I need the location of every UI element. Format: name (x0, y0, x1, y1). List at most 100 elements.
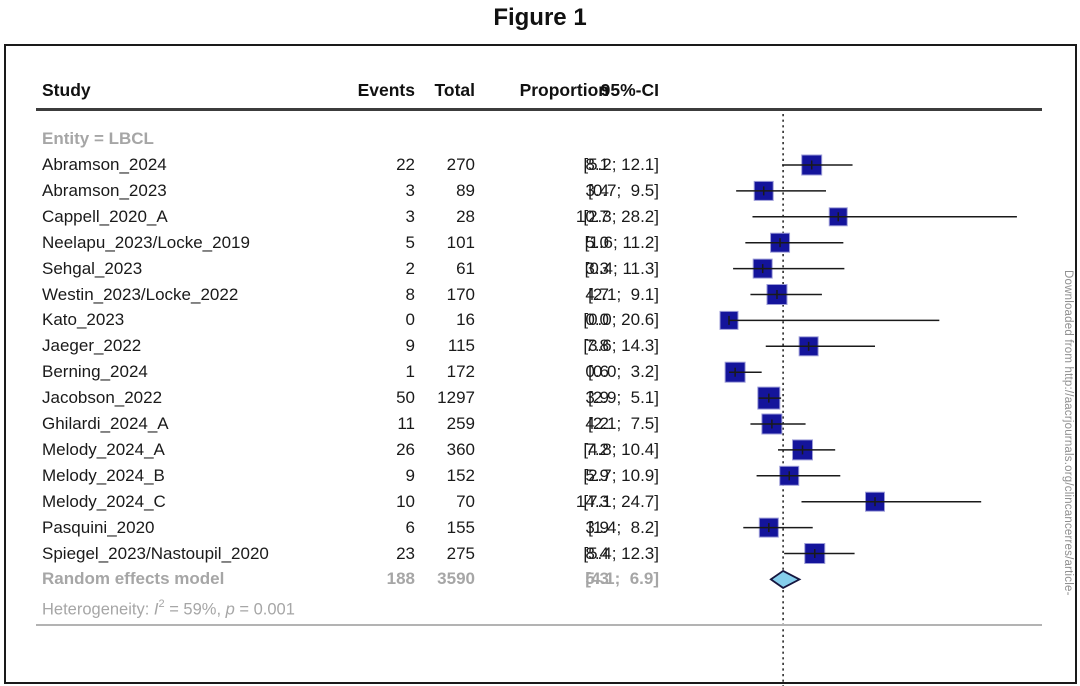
ci-value: [2.7; 10.9] (583, 465, 659, 485)
events-value: 8 (405, 284, 415, 304)
study-row: Westin_2023/Locke_2022 8 170 4.7 [2.1; 9.1] (6, 283, 1075, 307)
ci-value: [5.2; 12.1] (583, 155, 659, 174)
proportion-value: 5.3 (585, 569, 609, 589)
proportion-value: 7.2 (585, 439, 609, 459)
events-value: 0 (405, 310, 415, 330)
total-value: 259 (446, 414, 475, 433)
total-value: 28 (456, 206, 475, 226)
total-value: 275 (446, 543, 475, 563)
total-value: 61 (456, 258, 475, 278)
study-name: Melody_2024_B (42, 465, 165, 485)
total-value: 3590 (437, 569, 475, 589)
heterogeneity-note: Heterogeneity: I2 = 59%, p = 0.001 (42, 593, 295, 619)
proportion-value: 0.6 (585, 362, 609, 382)
het-i-symbol: I (153, 600, 159, 619)
ci-value: [7.1; 24.7] (583, 491, 659, 511)
total-value: 1297 (437, 388, 475, 408)
study-row: Cappell_2020_A 3 28 10.7 [2.3; 28.2] (6, 205, 1075, 229)
forest-marker (784, 543, 855, 564)
events-value: 11 (397, 414, 415, 433)
summary-diamond (769, 569, 802, 589)
proportion-value: 3.9 (585, 517, 609, 537)
events-value: 5 (405, 232, 415, 252)
forest-marker (724, 361, 762, 383)
events-value: 9 (405, 465, 415, 485)
forest-marker (801, 491, 982, 512)
forest-marker (743, 517, 813, 538)
study-row: Ghilardi_2024_A 11 259 4.2 [2.1; 7.5] (6, 412, 1075, 436)
ci-value: [2.1; 9.1] (588, 284, 659, 304)
bottom-divider-rule (36, 624, 1042, 626)
het-p-value: = 0.001 (234, 600, 295, 619)
ci-value: [3.6; 14.3] (583, 336, 659, 356)
ci-value: [0.7; 9.5] (588, 180, 659, 200)
total-value: 101 (446, 232, 475, 252)
study-row: Neelapu_2023/Locke_2019 5 101 5.0 [1.6; 11.2… (6, 231, 1075, 255)
proportion-value: 8.1 (585, 155, 609, 174)
forest-marker (752, 207, 1017, 227)
events-value: 50 (396, 388, 415, 408)
forest-marker (765, 336, 876, 357)
study-row: Jaeger_2022 9 115 7.8 [3.6; 14.3] (6, 334, 1075, 358)
events-value: 26 (396, 439, 415, 459)
study-name: Spiegel_2023/Nastoupil_2020 (42, 543, 269, 563)
ci-value: [4.1; 6.9] (585, 569, 659, 589)
forest-marker (750, 413, 806, 435)
forest-marker (756, 465, 841, 486)
ci-value: [1.4; 8.2] (588, 517, 659, 537)
ci-value: [2.3; 28.2] (583, 206, 659, 226)
column-header-total: Total (434, 80, 475, 100)
column-header-ci: 95%-CI (600, 80, 659, 100)
proportion-value: 4.2 (585, 414, 609, 433)
study-row: Abramson_2024 22 270 8.1 [5.2; 12.1] (6, 153, 1075, 177)
study-name: Abramson_2023 (42, 180, 167, 200)
ci-value: [0.0; 20.6] (583, 310, 659, 330)
subgroup-label: Entity = LBCL (42, 129, 154, 148)
forest-plot-panel: Study Events Total Proportion 95%-CI Ent… (4, 44, 1077, 686)
ci-value: [5.4; 12.3] (583, 543, 659, 563)
study-name: Abramson_2024 (42, 155, 167, 174)
events-value: 22 (396, 155, 415, 174)
forest-marker (782, 154, 853, 176)
column-header-study: Study (42, 80, 91, 100)
study-row: Berning_2024 1 172 0.6 [0.0; 3.2] (6, 360, 1075, 384)
study-name: Cappell_2020_A (42, 206, 168, 226)
events-value: 9 (405, 336, 415, 356)
forest-marker (733, 258, 845, 279)
table-header-row: Study Events Total Proportion 95%-CI (6, 78, 1075, 102)
total-value: 89 (456, 180, 475, 200)
study-row: Abramson_2023 3 89 3.4 [0.7; 9.5] (6, 179, 1075, 203)
total-value: 152 (446, 465, 475, 485)
forest-marker (745, 232, 844, 253)
proportion-value: 3.3 (585, 258, 609, 278)
study-row: Kato_2023 0 16 0.0 [0.0; 20.6] (6, 308, 1075, 332)
total-value: 115 (447, 336, 475, 356)
proportion-value: 0.0 (585, 310, 609, 330)
events-value: 2 (405, 258, 415, 278)
forest-marker (750, 284, 822, 305)
proportion-value: 8.4 (585, 543, 609, 563)
ci-value: [2.9; 5.1] (588, 388, 659, 408)
study-row: Melody_2024_C 10 70 14.3 [7.1; 24.7] (6, 490, 1075, 514)
proportion-value: 7.8 (585, 336, 609, 356)
forest-marker (736, 180, 826, 201)
events-value: 3 (405, 180, 415, 200)
events-value: 6 (405, 517, 415, 537)
study-row: Melody_2024_A 26 360 7.2 [4.8; 10.4] (6, 438, 1075, 462)
proportion-value: 4.7 (585, 284, 609, 304)
het-i-superscript: 2 (158, 598, 165, 610)
ci-value: [4.8; 10.4] (583, 439, 659, 459)
total-value: 270 (446, 155, 475, 174)
proportion-value: 10.7 (575, 206, 609, 226)
forest-marker (778, 439, 836, 461)
events-value: 3 (405, 206, 415, 226)
study-row: Sehgal_2023 2 61 3.3 [0.4; 11.3] (6, 257, 1075, 281)
ci-value: [0.0; 3.2] (588, 362, 659, 382)
subgroup-label-row: Entity = LBCL (6, 127, 1075, 151)
events-value: 188 (386, 569, 415, 589)
study-name: Random effects model (42, 569, 225, 589)
proportion-value: 5.9 (585, 465, 609, 485)
study-name: Berning_2024 (42, 362, 148, 382)
header-divider-rule (36, 108, 1042, 111)
ci-value: [2.1; 7.5] (588, 414, 659, 433)
